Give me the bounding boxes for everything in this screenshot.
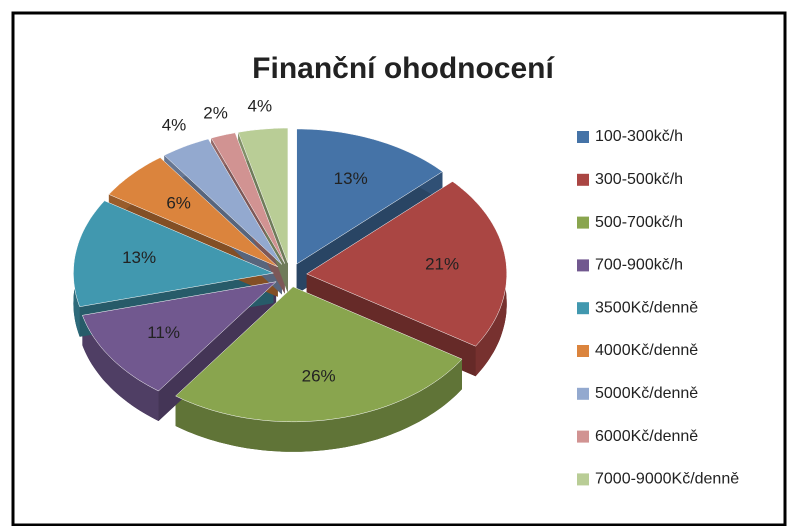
slice (108, 157, 278, 268)
slice (82, 281, 277, 392)
data-label: 2% (203, 103, 228, 122)
legend-label: 6000Kč/denně (595, 428, 698, 445)
legend-label: 700-900kč/h (595, 257, 683, 274)
legend-swatch (577, 387, 589, 400)
slice (210, 132, 286, 264)
legend-swatch (577, 259, 589, 272)
data-label: 13% (334, 169, 368, 188)
legend-swatch (577, 345, 589, 357)
legend-label: 7000-9000Kč/denně (595, 471, 739, 488)
legend-swatch (577, 173, 589, 186)
legend-label: 300-500kč/h (595, 171, 683, 188)
data-label: 4% (162, 115, 187, 134)
data-label: 6% (166, 193, 191, 212)
data-label: 21% (425, 255, 459, 274)
slice (73, 200, 275, 307)
slice-wall (82, 315, 159, 421)
chart-title: Finanční ohodnocení (252, 52, 555, 85)
slice (306, 181, 507, 347)
slice (296, 128, 443, 265)
data-label: 26% (302, 366, 336, 385)
legend-swatch (577, 430, 589, 443)
legend-label: 100-300kč/h (595, 128, 683, 145)
data-label: 11% (147, 323, 180, 342)
pie-tops (73, 127, 507, 423)
slice (175, 286, 463, 423)
legend-label: 500-700kč/h (595, 214, 683, 231)
legend-label: 5000Kč/denně (595, 385, 698, 402)
data-labels: 13% 21% 26% 11% 13% 6% 4% 2% 4% (122, 97, 459, 386)
legend-swatch (577, 473, 589, 486)
data-label: 4% (248, 97, 273, 116)
data-label: 13% (122, 248, 156, 267)
legend-label: 3500Kč/denně (595, 299, 698, 316)
legend-swatch (577, 302, 589, 315)
slice (163, 138, 283, 265)
legend-swatch (577, 131, 589, 143)
slice-wall (175, 359, 462, 452)
legend: 100-300kč/h 300-500kč/h 500-700kč/h 700-900… (577, 128, 739, 488)
legend-label: 4000Kč/denně (595, 342, 698, 359)
legend-swatch (577, 216, 589, 229)
slice (237, 127, 289, 264)
